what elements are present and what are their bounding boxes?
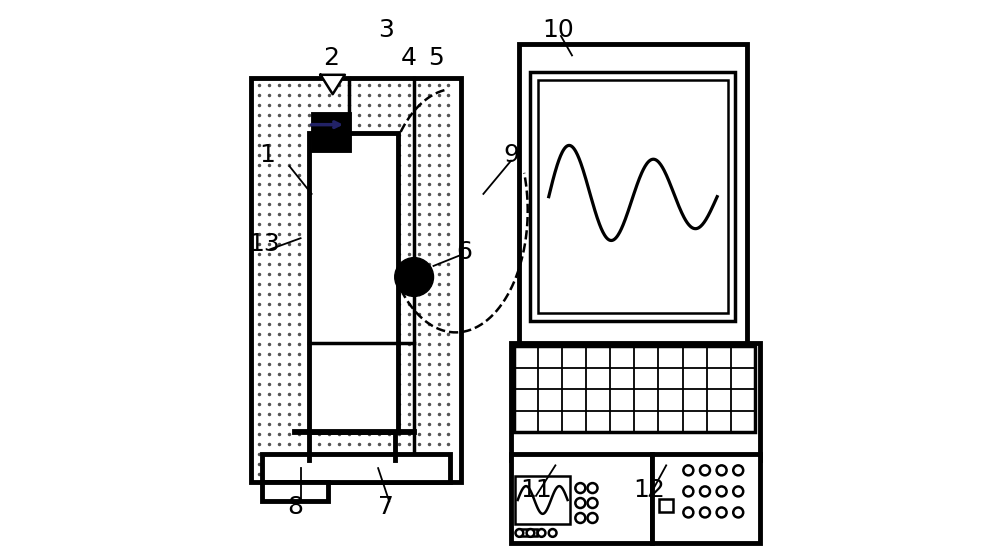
- Circle shape: [588, 513, 598, 523]
- Bar: [514, 346, 755, 432]
- Circle shape: [717, 507, 727, 517]
- Circle shape: [700, 465, 710, 475]
- Bar: [511, 454, 652, 543]
- Circle shape: [683, 465, 693, 475]
- Circle shape: [733, 486, 743, 496]
- Bar: [309, 133, 398, 432]
- Bar: [251, 78, 461, 482]
- Circle shape: [549, 529, 557, 537]
- Circle shape: [588, 498, 598, 508]
- Text: 13: 13: [249, 232, 280, 256]
- Text: 4: 4: [401, 46, 417, 70]
- Bar: [313, 114, 349, 150]
- Text: 10: 10: [542, 18, 574, 43]
- Text: 11: 11: [520, 478, 552, 502]
- Text: 6: 6: [456, 240, 472, 264]
- Text: 9: 9: [503, 143, 519, 167]
- Bar: [520, 529, 537, 536]
- Circle shape: [527, 529, 534, 537]
- Bar: [659, 499, 673, 512]
- Circle shape: [683, 507, 693, 517]
- Circle shape: [733, 465, 743, 475]
- Bar: [262, 454, 450, 482]
- Bar: [519, 44, 747, 349]
- Circle shape: [717, 486, 727, 496]
- Text: 7: 7: [378, 495, 394, 519]
- Circle shape: [516, 529, 523, 537]
- Circle shape: [575, 498, 585, 508]
- Bar: [515, 476, 570, 524]
- Bar: [530, 72, 735, 321]
- Circle shape: [683, 486, 693, 496]
- Circle shape: [717, 465, 727, 475]
- Text: 5: 5: [428, 46, 444, 70]
- Circle shape: [733, 507, 743, 517]
- Circle shape: [588, 483, 598, 493]
- Bar: [511, 343, 760, 460]
- Circle shape: [575, 483, 585, 493]
- Text: 3: 3: [378, 18, 394, 43]
- Circle shape: [700, 486, 710, 496]
- Circle shape: [575, 513, 585, 523]
- Bar: [652, 454, 760, 543]
- Polygon shape: [321, 75, 345, 94]
- Circle shape: [395, 258, 434, 296]
- Text: 12: 12: [634, 478, 666, 502]
- Text: 1: 1: [259, 143, 275, 167]
- Text: 2: 2: [323, 46, 339, 70]
- Circle shape: [538, 529, 545, 537]
- Bar: [538, 80, 728, 313]
- Circle shape: [700, 507, 710, 517]
- Bar: [262, 482, 328, 501]
- Text: 8: 8: [287, 495, 303, 519]
